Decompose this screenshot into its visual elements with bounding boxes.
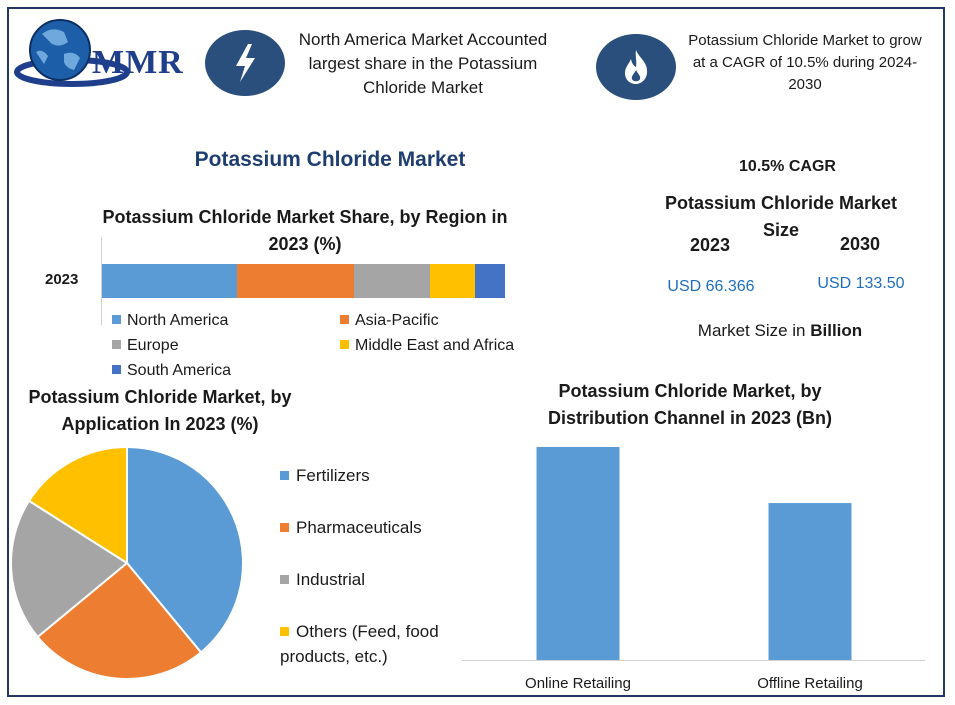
logo-text: MMR: [92, 44, 184, 81]
legend-item-others-feed-food-products-etc: Others (Feed, food products, etc.): [280, 619, 460, 669]
market-size-unit: Market Size in Billion: [660, 321, 900, 341]
legend-item-north-america: North America: [112, 312, 228, 330]
distribution-bar-chart: [462, 447, 925, 661]
bar-segment-middle-east-and-africa: [430, 264, 475, 298]
region-chart-title: Potassium Chloride Market Share, by Regi…: [102, 207, 508, 254]
pie-slice-fertilizers: [126, 445, 244, 654]
unit-prefix: Market Size in: [697, 321, 806, 340]
legend-item-europe: Europe: [112, 337, 179, 355]
legend-label: Asia-Pacific: [355, 312, 439, 329]
legend-swatch: [340, 340, 349, 349]
bar-segment-europe: [353, 264, 431, 298]
main-title: Potassium Chloride Market: [194, 148, 466, 171]
legend-item-pharmaceuticals: Pharmaceuticals: [280, 515, 460, 540]
legend-item-middle-east-and-africa: Middle East and Africa: [340, 337, 514, 355]
application-chart-title: Potassium Chloride Market, by Applicatio…: [28, 387, 292, 434]
pie-slice-others-feed-food-products-etc: [27, 445, 128, 565]
distribution-chart-title: Potassium Chloride Market, by Distributi…: [547, 381, 833, 428]
year-2023-label: 2023: [689, 235, 731, 255]
value-2023: USD 66.366: [667, 278, 755, 295]
legend-label: Pharmaceuticals: [296, 518, 422, 537]
legend-swatch: [112, 315, 121, 324]
legend-swatch: [112, 365, 121, 374]
mmr-logo: [14, 19, 130, 87]
application-pie-chart: [10, 445, 244, 680]
legend-swatch: [112, 340, 121, 349]
legend-label: Middle East and Africa: [355, 337, 515, 354]
header-info-north-america: North America Market Accounted largest s…: [298, 30, 548, 97]
legend-item-fertilizers: Fertilizers: [280, 463, 460, 488]
header-info-cagr: Potassium Chloride Market to grow at a C…: [688, 32, 922, 93]
legend-label: Europe: [127, 337, 179, 354]
legend-swatch: [280, 575, 289, 584]
pie-slice-industrial: [10, 499, 129, 639]
year-2030-label: 2030: [839, 234, 881, 254]
x-tick-label-offline-retailing: Offline Retailing: [757, 675, 863, 692]
market-size-title: Potassium Chloride Market Size: [664, 193, 898, 240]
region-axis-line: [101, 237, 102, 325]
legend-label: North America: [127, 312, 229, 329]
value-2030: USD 133.50: [817, 275, 905, 292]
region-category-label: 2023: [45, 271, 79, 288]
legend-label: Others (Feed, food products, etc.): [280, 622, 439, 666]
legend-swatch: [280, 627, 289, 636]
bar-online-retailing: [536, 447, 620, 660]
infographic-frame: [7, 7, 945, 697]
legend-label: Fertilizers: [296, 466, 370, 485]
x-tick-label-online-retailing: Online Retailing: [525, 675, 631, 692]
cagr-label: 10.5% CAGR: [739, 158, 836, 175]
bar-offline-retailing: [768, 503, 852, 660]
legend-label: Industrial: [296, 570, 365, 589]
legend-label: South America: [127, 362, 232, 379]
legend-swatch: [280, 471, 289, 480]
pie-slice-pharmaceuticals: [36, 561, 203, 680]
lightning-icon: [205, 30, 285, 96]
bar-segment-south-america: [474, 264, 505, 298]
legend-swatch: [340, 315, 349, 324]
legend-item-south-america: South America: [112, 362, 231, 380]
flame-icon: [596, 34, 676, 100]
unit-bold: Billion: [810, 321, 863, 340]
bar-segment-north-america: [102, 264, 237, 298]
bar-segment-asia-pacific: [237, 264, 354, 298]
legend-item-asia-pacific: Asia-Pacific: [340, 312, 439, 330]
legend-swatch: [280, 523, 289, 532]
legend-item-industrial: Industrial: [280, 567, 460, 592]
region-stacked-bar: [102, 264, 505, 298]
